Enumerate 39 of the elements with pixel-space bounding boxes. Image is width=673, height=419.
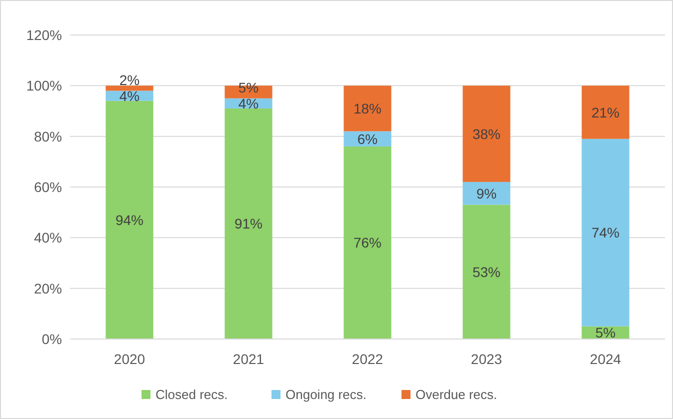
y-tick-label: 0%: [42, 331, 62, 347]
data-label: 6%: [357, 130, 378, 147]
y-tick-label: 20%: [34, 280, 62, 296]
data-label: 74%: [591, 224, 620, 241]
data-label: 5%: [595, 324, 616, 341]
data-label: 9%: [476, 185, 497, 202]
bar: [582, 86, 630, 139]
x-tick-label: 2020: [114, 351, 146, 367]
bar: [106, 100, 154, 339]
y-tick-label: 80%: [34, 128, 62, 144]
bar: [344, 86, 392, 132]
y-tick-label: 100%: [26, 78, 62, 94]
x-tick-label: 2022: [352, 351, 384, 367]
bar: [106, 86, 154, 91]
legend-label: Closed recs.: [156, 387, 228, 402]
data-label: 18%: [353, 100, 382, 116]
data-label: 91%: [234, 216, 263, 232]
bar: [344, 146, 392, 339]
bar: [462, 182, 510, 205]
bar: [224, 108, 272, 339]
x-tick-label: 2023: [470, 351, 502, 367]
legend-label: Overdue recs.: [416, 387, 498, 402]
data-label: 38%: [472, 126, 501, 142]
y-tick-label: 60%: [34, 179, 62, 195]
legend-label: Ongoing recs.: [286, 387, 366, 402]
x-tick-label: 2021: [232, 351, 264, 367]
data-label: 94%: [115, 212, 144, 228]
y-tick-label: 120%: [26, 27, 62, 43]
data-label: 2%: [119, 72, 140, 88]
data-label: 76%: [353, 234, 382, 251]
bar: [462, 204, 510, 339]
data-label: 21%: [591, 104, 620, 120]
data-label: 4%: [119, 88, 140, 104]
x-tick-label: 2024: [590, 351, 622, 367]
y-tick-label: 40%: [34, 230, 62, 246]
bar: [462, 86, 510, 182]
bar: [582, 138, 630, 326]
data-label: 4%: [238, 95, 259, 112]
data-label: 53%: [472, 264, 501, 280]
